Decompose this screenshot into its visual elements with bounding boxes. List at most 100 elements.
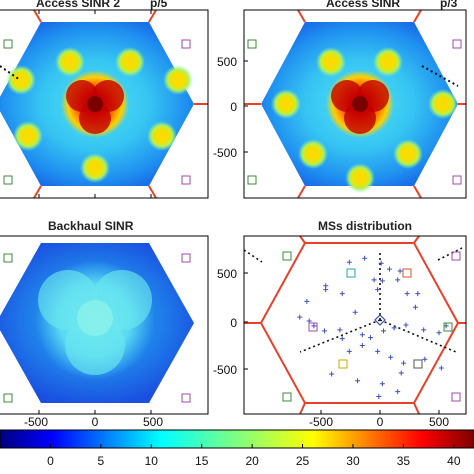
- bs-marker-purple: [181, 253, 191, 263]
- colorbar: 0 5 10 15 20 25 30 35 40: [0, 429, 474, 468]
- ms-point: [346, 348, 352, 354]
- colorbar-ticks: 0 5 10 15 20 25 30 35 40: [47, 444, 461, 468]
- ms-point: [352, 309, 358, 315]
- x-tick-label: 0: [92, 415, 99, 429]
- ms-points: [297, 255, 449, 399]
- panel-title: MSs distribution: [318, 219, 412, 233]
- colorbar-tick-label: 30: [346, 454, 360, 468]
- colorbar-tick-label: 20: [245, 454, 259, 468]
- colorbar-tick-label: 35: [397, 454, 411, 468]
- y-tick-label: -500: [213, 363, 237, 377]
- ms-point: [329, 371, 335, 377]
- sector-lines: [244, 247, 463, 353]
- sector-line: [421, 65, 459, 87]
- ms-point: [379, 278, 385, 284]
- cell-borders: [33, 10, 208, 198]
- bs-marker-green: [3, 393, 13, 403]
- ms-point: [379, 381, 385, 387]
- bs-marker-green: [3, 253, 13, 263]
- ms-point: [362, 255, 368, 261]
- panel-annotation: p/5: [150, 0, 168, 10]
- bs-marker-purple: [451, 392, 461, 402]
- bs-marker-gold: [338, 359, 348, 369]
- bs-marker-green: [282, 251, 292, 261]
- sector-line: [0, 65, 21, 81]
- y-tick-label: -500: [213, 146, 237, 160]
- panel-title: Access SINR 2: [36, 0, 120, 10]
- ms-point: [359, 343, 365, 349]
- ms-point: [346, 259, 352, 265]
- sinr-hotspots: [271, 47, 458, 193]
- ms-point: [403, 322, 409, 328]
- ms-point: [398, 370, 404, 376]
- sinr-hotspots: [6, 47, 193, 183]
- bs-marker-green: [443, 322, 453, 332]
- bs-marker-green: [247, 39, 257, 49]
- x-ticks: [38, 410, 152, 414]
- ms-point: [375, 348, 381, 354]
- colorbar-tick-label: 25: [296, 454, 310, 468]
- ms-point: [311, 323, 317, 329]
- bs-marker-orange: [402, 268, 412, 278]
- ms-point: [339, 291, 345, 297]
- bs-marker-purple: [452, 175, 462, 185]
- bs-marker-green: [247, 175, 257, 185]
- ms-point: [355, 378, 361, 384]
- panel-access-sinr-2: Access SINR 2 p/5: [0, 0, 209, 199]
- ms-point: [404, 291, 410, 297]
- y-ticks: [244, 60, 248, 153]
- ms-point: [371, 277, 377, 283]
- y-tick-label: 0: [230, 316, 237, 330]
- bs-marker-purple: [451, 251, 461, 261]
- panel-title: Access SINR: [326, 0, 400, 10]
- panel-annotation: p/3: [440, 0, 458, 10]
- colorbar-tick-label: 10: [145, 454, 159, 468]
- ms-point: [421, 327, 427, 333]
- ms-point: [388, 354, 394, 360]
- x-tick-label: 500: [143, 415, 163, 429]
- ticks: [244, 272, 440, 414]
- ms-point: [323, 287, 329, 293]
- x-tick-label: 500: [429, 415, 449, 429]
- ms-point: [391, 325, 397, 331]
- bs-marker-green: [3, 175, 13, 185]
- bs-marker-green: [3, 39, 13, 49]
- bs-marker-purple: [181, 175, 191, 185]
- ms-point: [376, 393, 382, 399]
- backhaul-core: [35, 260, 155, 380]
- bs-marker-purple: [181, 393, 191, 403]
- ms-point: [412, 304, 418, 310]
- ms-point: [401, 360, 407, 366]
- bs-marker-purple: [181, 39, 191, 49]
- bs-marker-purple: [452, 39, 462, 49]
- ms-point: [375, 287, 381, 293]
- y-tick-label: 500: [217, 267, 237, 281]
- colorbar-tick-label: 40: [447, 454, 461, 468]
- axes-frame: [243, 235, 467, 415]
- colorbar-tick-label: 15: [195, 454, 209, 468]
- axes-frame: [0, 235, 209, 415]
- ms-point: [381, 328, 387, 334]
- ms-point: [395, 389, 401, 395]
- x-tick-label: 0: [377, 415, 384, 429]
- panel-backhaul-sinr: -500 0 500 Backhaul SINR: [0, 219, 209, 429]
- ms-point: [297, 314, 303, 320]
- cell-hexagon: [259, 242, 460, 404]
- panel-title: Backhaul SINR: [48, 219, 134, 233]
- ms-point: [397, 268, 403, 274]
- ms-point: [304, 298, 310, 304]
- ms-point: [438, 365, 444, 371]
- ms-point: [378, 260, 384, 266]
- cell-borders: [244, 236, 466, 414]
- x-ticks: [38, 10, 152, 198]
- y-tick-label: 0: [230, 100, 237, 114]
- ms-point: [368, 335, 374, 341]
- x-tick-label: -500: [309, 415, 333, 429]
- y-tick-label: 500: [217, 55, 237, 69]
- axes-frame: [0, 9, 209, 199]
- ms-point: [322, 328, 328, 334]
- cell-borders: [244, 10, 466, 198]
- ms-point: [422, 356, 428, 362]
- colorbar-tick-label: 5: [98, 454, 105, 468]
